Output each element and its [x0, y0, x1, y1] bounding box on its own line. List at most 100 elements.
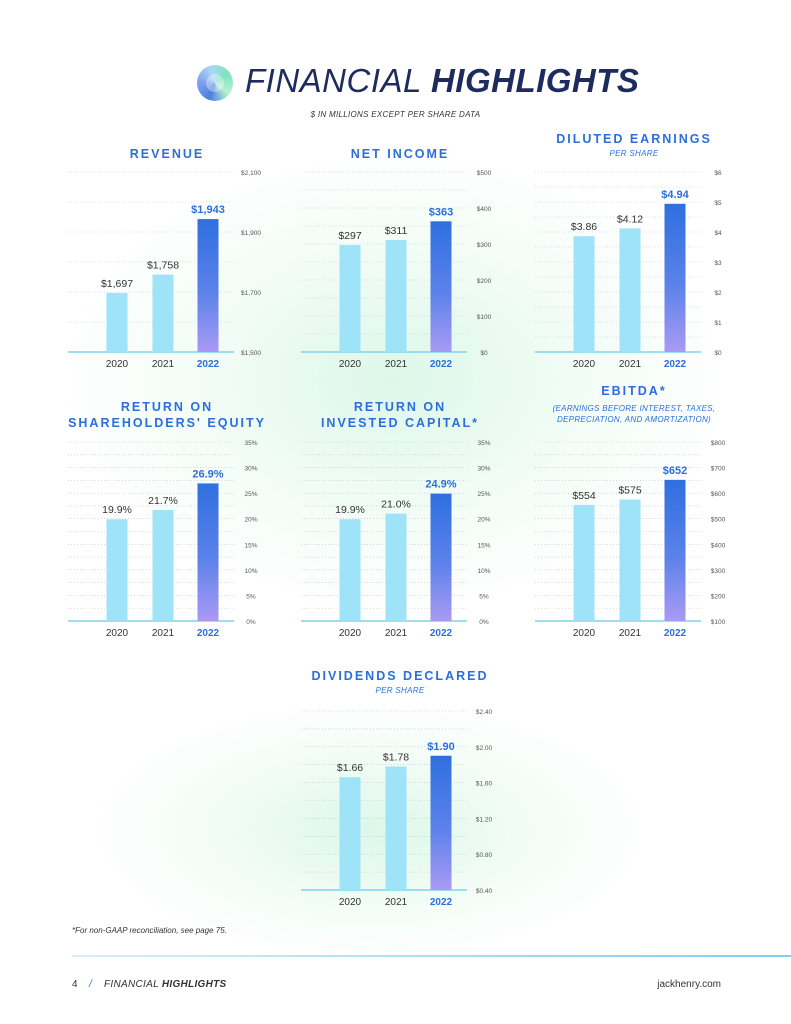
chart-subtitle: (EARNINGS BEFORE INTEREST, TAXES, DEPRECI… [552, 404, 716, 424]
data-label: $652 [663, 465, 687, 477]
y-tick-label: 0% [479, 619, 489, 626]
bar-2020 [573, 504, 595, 621]
bar-2021 [385, 240, 407, 352]
chart-title: REVENUE [129, 147, 205, 161]
net-income-chart: NET INCOME $0 $100 $200 $300 $400 $500 $297 2020… [301, 140, 499, 375]
x-tick-label: 2020 [339, 628, 362, 639]
y-tick-label: $400 [711, 542, 726, 549]
bar-2020 [106, 292, 128, 352]
chart-title: NET INCOME [350, 147, 450, 161]
data-label: $3.86 [571, 221, 597, 233]
data-label: $297 [338, 230, 362, 242]
data-label: $311 [385, 225, 408, 237]
data-label: 26.9% [192, 468, 223, 480]
bar-2021 [152, 510, 174, 621]
bar-2021 [619, 499, 641, 621]
y-tick-label: 35% [477, 440, 490, 447]
data-label: $1,943 [191, 204, 225, 216]
data-label: $4.94 [661, 189, 689, 201]
bar-2020 [339, 777, 361, 890]
y-tick-label: $3 [714, 260, 722, 267]
diluted-eps-chart: DILUTED EARNINGS PER SHARE $0 $1 $2 $3 $4 $5 $6 $… [535, 132, 733, 375]
y-tick-label: $1,900 [241, 230, 261, 237]
x-tick-label: 2021 [385, 897, 408, 908]
page-subtitle: $ IN MILLIONS EXCEPT PER SHARE DATA [310, 110, 481, 119]
y-tick-label: 25% [244, 491, 257, 498]
x-tick-label: 2021 [385, 359, 408, 370]
chart-svg: 0% 5% 10% 15% 20% 25% 30% 35% 19.9% 2020 21.7% 2021… [68, 440, 258, 639]
y-tick-label: $200 [711, 593, 726, 600]
ebitda-chart: EBITDA* (EARNINGS BEFORE INTEREST, TAXES,… [535, 383, 733, 645]
x-tick-label: 2022 [430, 897, 453, 908]
y-tick-label: $800 [711, 440, 726, 447]
footer-section-title: FINANCIAL HIGHLIGHTS [104, 979, 227, 990]
page-number: 4 [72, 979, 78, 990]
y-tick-label: 15% [477, 542, 490, 549]
y-tick-label: $400 [477, 206, 492, 213]
y-tick-label: $300 [477, 242, 492, 249]
roe-chart: RETURN ON SHAREHOLDERS' EQUITY 0% 5% 10% 15% 2… [68, 395, 266, 645]
y-tick-label: 30% [244, 466, 257, 473]
y-tick-label: $6 [714, 170, 722, 177]
y-tick-label: 0% [246, 619, 256, 626]
y-tick-label: $1 [714, 320, 722, 327]
x-tick-label: 2022 [664, 628, 687, 639]
data-label: $1.90 [427, 741, 455, 753]
x-tick-label: 2020 [339, 897, 362, 908]
y-tick-label: $2,100 [241, 170, 261, 177]
y-tick-label: $500 [477, 170, 492, 177]
revenue-chart: REVENUE $1,500 $1,700 $1,900 $2,100 $1,697 202… [68, 140, 266, 375]
y-tick-label: 10% [477, 568, 490, 575]
bar-2020 [106, 519, 128, 621]
y-tick-label: 10% [244, 568, 257, 575]
y-tick-label: $2.40 [476, 709, 493, 716]
bar-2022 [664, 479, 686, 621]
y-tick-label: 35% [244, 440, 257, 447]
bar-2022 [430, 221, 452, 352]
y-tick-label: $0.80 [476, 852, 493, 859]
bar-2021 [619, 228, 641, 352]
y-tick-label: 20% [244, 517, 257, 524]
bar-2020 [573, 236, 595, 352]
background-glow [90, 700, 650, 960]
chart-title: DILUTED EARNINGS [556, 132, 712, 146]
data-label: 19.9% [335, 504, 365, 516]
chart-title: RETURN ON INVESTED CAPITAL* [320, 400, 480, 430]
footer-url[interactable]: jackhenry.com [657, 979, 721, 990]
y-tick-label: $0 [714, 350, 722, 357]
x-tick-label: 2020 [573, 359, 596, 370]
bar-2020 [339, 519, 361, 621]
x-tick-label: 2021 [619, 628, 642, 639]
y-tick-label: $0 [480, 350, 488, 357]
data-label: $1,758 [147, 260, 179, 272]
y-tick-label: $1.20 [476, 816, 493, 823]
data-label: $1,697 [101, 278, 133, 290]
bar-2020 [339, 245, 361, 352]
data-label: 21.0% [381, 499, 411, 511]
y-tick-label: $2 [714, 290, 722, 297]
x-tick-label: 2020 [339, 359, 362, 370]
y-tick-label: $2.00 [476, 745, 493, 752]
chart-svg: $0 $1 $2 $3 $4 $5 $6 $3.86 2020 $4.12 2021 $4.94 202… [535, 170, 722, 370]
y-tick-label: $600 [711, 491, 726, 498]
y-tick-label: $5 [714, 200, 722, 207]
y-tick-label: $200 [477, 278, 492, 285]
chart-svg: $0 $100 $200 $300 $400 $500 $297 2020 $311 2021 $3… [301, 170, 492, 370]
x-tick-label: 2022 [430, 359, 453, 370]
x-tick-label: 2020 [106, 628, 129, 639]
data-label: 21.7% [148, 495, 178, 507]
data-label: $4.12 [617, 213, 643, 225]
x-tick-label: 2022 [197, 359, 220, 370]
chart-svg: 0% 5% 10% 15% 20% 25% 30% 35% 19.9% 2020 21.0% 2021… [301, 440, 491, 639]
bar-2022 [197, 483, 219, 621]
bar-2022 [430, 755, 452, 890]
x-tick-label: 2022 [197, 628, 220, 639]
company-logo-icon [197, 65, 233, 101]
data-label: 19.9% [102, 504, 132, 516]
page-title: FINANCIAL HIGHLIGHTS [245, 62, 640, 99]
y-tick-label: 20% [477, 517, 490, 524]
y-tick-label: $500 [711, 517, 726, 524]
bar-2021 [385, 766, 407, 890]
bar-2022 [430, 493, 452, 621]
data-label: $554 [572, 490, 596, 502]
